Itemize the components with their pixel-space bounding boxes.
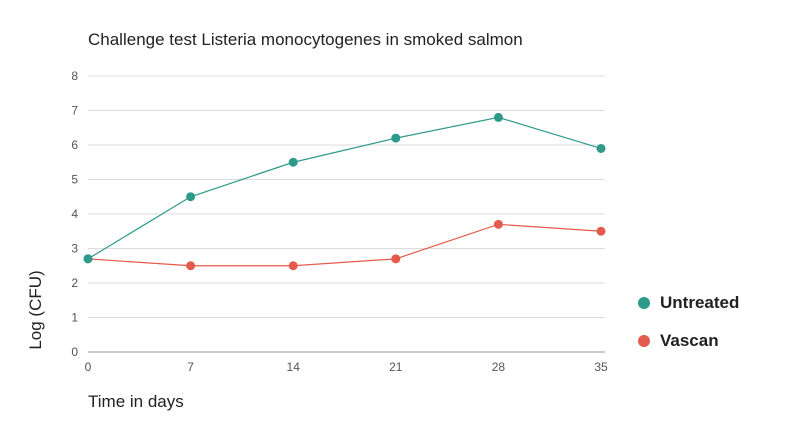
y-tick-label-4: 4 (71, 207, 78, 221)
data-point-untreated-35 (596, 143, 606, 153)
y-tick-label-5: 5 (71, 173, 78, 187)
series-line-untreated (87, 116, 602, 260)
data-point-untreated-14 (288, 157, 298, 167)
x-tick-label-35: 35 (594, 360, 608, 374)
y-tick-label-3: 3 (71, 242, 78, 256)
legend-item-untreated: Untreated (638, 292, 739, 314)
data-point-untreated-21 (391, 133, 401, 143)
y-tick-label-2: 2 (71, 276, 78, 290)
y-tick-label-8: 8 (71, 69, 78, 83)
x-tick-label-28: 28 (492, 360, 506, 374)
data-point-vascan-28 (493, 219, 503, 229)
data-point-untreated-7 (186, 192, 196, 202)
x-tick-label-14: 14 (287, 360, 301, 374)
data-point-vascan-7 (186, 261, 196, 271)
y-tick-label-0: 0 (71, 345, 78, 359)
x-axis-label: Time in days (88, 392, 184, 411)
data-point-untreated-0 (83, 254, 93, 264)
data-point-vascan-14 (288, 261, 298, 271)
x-tick-label-0: 0 (85, 360, 92, 374)
y-tick-label-1: 1 (71, 311, 78, 325)
legend-label-untreated: Untreated (660, 293, 740, 312)
legend-item-vascan: Vascan (638, 330, 739, 352)
legend-swatch-untreated (638, 297, 650, 309)
legend-swatch-vascan (638, 335, 650, 347)
legend: Untreated Vascan (638, 292, 739, 368)
data-point-untreated-28 (493, 112, 503, 122)
x-tick-label-21: 21 (389, 360, 403, 374)
chart-title: Challenge test Listeria monocytogenes in… (88, 30, 523, 49)
x-tick-label-7: 7 (187, 360, 194, 374)
y-tick-label-7: 7 (71, 104, 78, 118)
data-point-vascan-35 (596, 226, 606, 236)
legend-label-vascan: Vascan (660, 331, 719, 350)
data-point-vascan-21 (391, 254, 401, 264)
series-line-vascan (87, 223, 602, 267)
y-tick-label-6: 6 (71, 138, 78, 152)
